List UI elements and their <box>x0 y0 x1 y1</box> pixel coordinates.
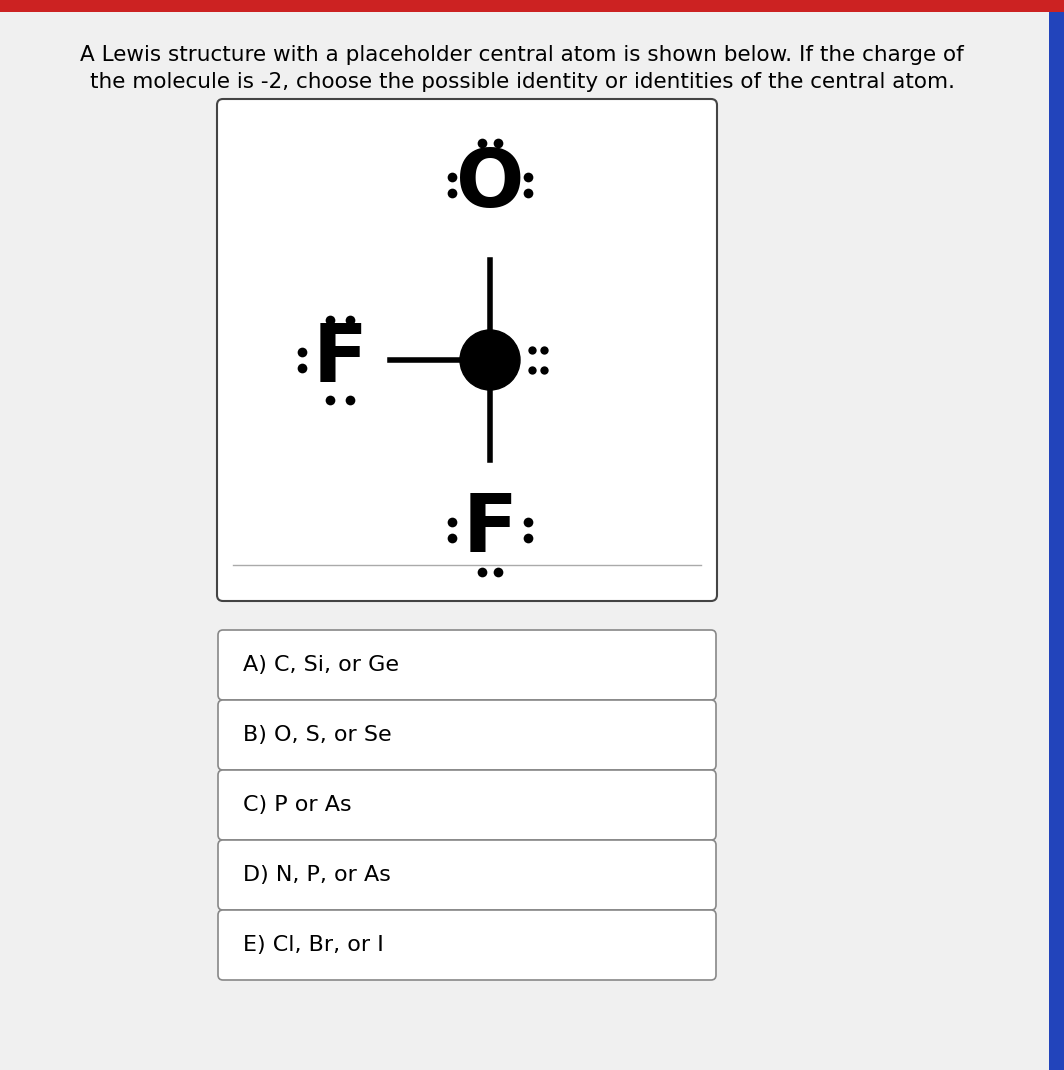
Text: F: F <box>313 321 367 399</box>
FancyBboxPatch shape <box>217 100 717 601</box>
Circle shape <box>460 330 520 389</box>
FancyBboxPatch shape <box>218 910 716 980</box>
Text: F: F <box>463 491 517 569</box>
FancyBboxPatch shape <box>218 700 716 770</box>
Bar <box>1049 12 1064 1070</box>
FancyBboxPatch shape <box>218 770 716 840</box>
Text: C) P or As: C) P or As <box>243 795 351 815</box>
FancyBboxPatch shape <box>218 840 716 910</box>
Text: the molecule is -2, choose the possible identity or identities of the central at: the molecule is -2, choose the possible … <box>89 72 954 92</box>
Text: B) O, S, or Se: B) O, S, or Se <box>243 725 392 745</box>
FancyBboxPatch shape <box>218 630 716 700</box>
Text: D) N, P, or As: D) N, P, or As <box>243 865 390 885</box>
Text: A Lewis structure with a placeholder central atom is shown below. If the charge : A Lewis structure with a placeholder cen… <box>80 45 964 65</box>
Text: A) C, Si, or Ge: A) C, Si, or Ge <box>243 655 399 675</box>
Text: O: O <box>455 146 525 224</box>
Bar <box>0 0 1064 12</box>
Text: E) Cl, Br, or I: E) Cl, Br, or I <box>243 935 384 956</box>
